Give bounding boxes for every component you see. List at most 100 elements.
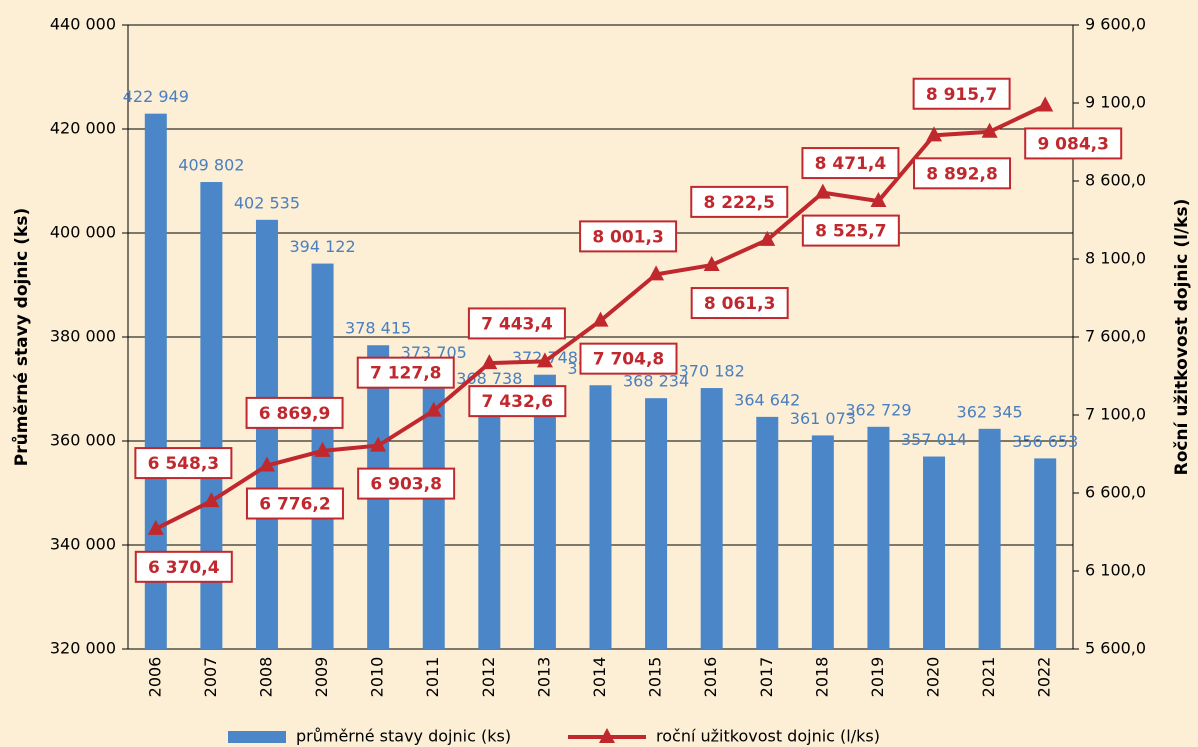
value-label-box: [690, 185, 789, 218]
y-tick-label: 340 000: [50, 535, 116, 554]
bar-value-label: 361 073: [790, 409, 856, 428]
y-tick-label: 420 000: [50, 119, 116, 138]
bar: [867, 426, 890, 649]
legend-label: roční užitkovost dojnic (l/ks): [656, 727, 880, 746]
line-value-label: 8 001,3: [592, 227, 664, 247]
line-marker: [814, 183, 831, 199]
x-tick-label: 2022: [1035, 657, 1054, 698]
x-tick-label: 2008: [256, 657, 275, 698]
value-label-box: [134, 447, 233, 480]
y-tick-label: 320 000: [50, 639, 116, 658]
value-label-box: [1024, 127, 1123, 160]
bar-value-label: 378 415: [345, 319, 411, 338]
bar-value-label: 394 122: [289, 237, 355, 256]
line-marker: [759, 230, 776, 246]
line-marker: [870, 192, 887, 208]
value-label-box: [468, 385, 567, 418]
line-marker: [370, 436, 387, 452]
x-tick-label: 2013: [534, 657, 553, 698]
line-value-label: 6 370,4: [148, 558, 220, 578]
bar: [589, 385, 612, 649]
y2-tick-label: 6 100,0: [1085, 561, 1146, 580]
value-label-box: [467, 307, 566, 340]
legend-swatch: [228, 731, 286, 743]
bar-value-label: 402 535: [234, 193, 300, 212]
bar-value-label: 422 949: [123, 87, 189, 106]
line-marker: [147, 519, 164, 535]
bar-value-label: 370 182: [679, 362, 745, 381]
y2-axis-label: Roční užitkovost dojnic (l/ks): [1172, 199, 1192, 476]
line-value-label: 7 704,8: [593, 350, 665, 370]
x-tick-label: 2015: [646, 657, 665, 698]
line-value-label: 8 222,5: [703, 193, 775, 213]
y2-tick-label: 9 600,0: [1085, 15, 1146, 34]
line-marker: [1037, 96, 1054, 112]
line-value-label: 6 776,2: [259, 495, 331, 515]
value-label-box: [801, 214, 900, 247]
x-tick-label: 2011: [423, 657, 442, 698]
bar: [756, 416, 779, 649]
line-value-label: 6 903,8: [370, 475, 442, 495]
bar: [478, 395, 501, 649]
line-value-label: 6 548,3: [148, 454, 220, 474]
line-marker: [536, 352, 553, 368]
y-tick-label: 400 000: [50, 223, 116, 242]
x-tick-label: 2007: [201, 657, 220, 698]
bar: [645, 398, 668, 649]
y-tick-label: 380 000: [50, 327, 116, 346]
line-value-label: 8 471,4: [815, 154, 887, 174]
line-value-label: 8 915,7: [926, 85, 998, 105]
bar: [200, 182, 223, 649]
bar-value-label: 409 802: [178, 156, 244, 175]
y2-tick-label: 9 100,0: [1085, 93, 1146, 112]
legend-marker: [599, 728, 615, 743]
x-tick-label: 2016: [701, 657, 720, 698]
value-label-box: [801, 147, 900, 180]
x-tick-label: 2009: [312, 657, 331, 698]
value-label-box: [579, 220, 678, 253]
legend-label: průměrné stavy dojnic (ks): [296, 727, 511, 746]
x-tick-label: 2012: [479, 657, 498, 698]
line-value-label: 7 432,6: [482, 392, 554, 412]
x-tick-label: 2019: [868, 657, 887, 698]
line-marker: [981, 122, 998, 138]
bar-value-label: 357 014: [901, 430, 967, 449]
bar: [144, 113, 167, 649]
line-value-label: 8 525,7: [815, 222, 887, 242]
line-value-label: 7 127,8: [370, 364, 442, 384]
bar-value-label: 368 738: [456, 369, 522, 388]
value-label-box: [245, 487, 344, 520]
y2-tick-label: 6 600,0: [1085, 483, 1146, 502]
value-label-box: [245, 396, 344, 429]
line-marker: [648, 265, 665, 281]
line-marker: [592, 311, 609, 327]
y-axis-label: Průměrné stavy dojnic (ks): [10, 208, 32, 467]
line-marker: [203, 492, 220, 508]
bar-value-label: 364 642: [734, 390, 800, 409]
bar: [1034, 458, 1057, 649]
line-value-label: 8 061,3: [704, 294, 776, 314]
line-marker: [258, 456, 275, 472]
value-label-box: [579, 342, 678, 375]
x-tick-label: 2010: [368, 657, 387, 698]
line-marker: [314, 441, 331, 457]
y-tick-label: 360 000: [50, 431, 116, 450]
bar-value-label: 368 234: [623, 372, 689, 391]
x-tick-label: 2006: [145, 657, 164, 698]
y2-tick-label: 5 600,0: [1085, 639, 1146, 658]
x-tick-label: 2014: [590, 657, 609, 698]
line-value-label: 6 869,9: [259, 404, 331, 424]
bar-value-label: 356 653: [1012, 432, 1078, 451]
bar-value-label: 362 345: [957, 402, 1023, 421]
bar: [533, 374, 556, 649]
value-label-box: [134, 550, 233, 583]
value-label-box: [913, 157, 1012, 190]
line-marker: [926, 126, 943, 142]
value-label-box: [357, 467, 456, 500]
bar-value-label: 362 729: [845, 400, 911, 419]
bar: [422, 369, 445, 649]
y2-tick-label: 7 100,0: [1085, 405, 1146, 424]
y2-tick-label: 7 600,0: [1085, 327, 1146, 346]
